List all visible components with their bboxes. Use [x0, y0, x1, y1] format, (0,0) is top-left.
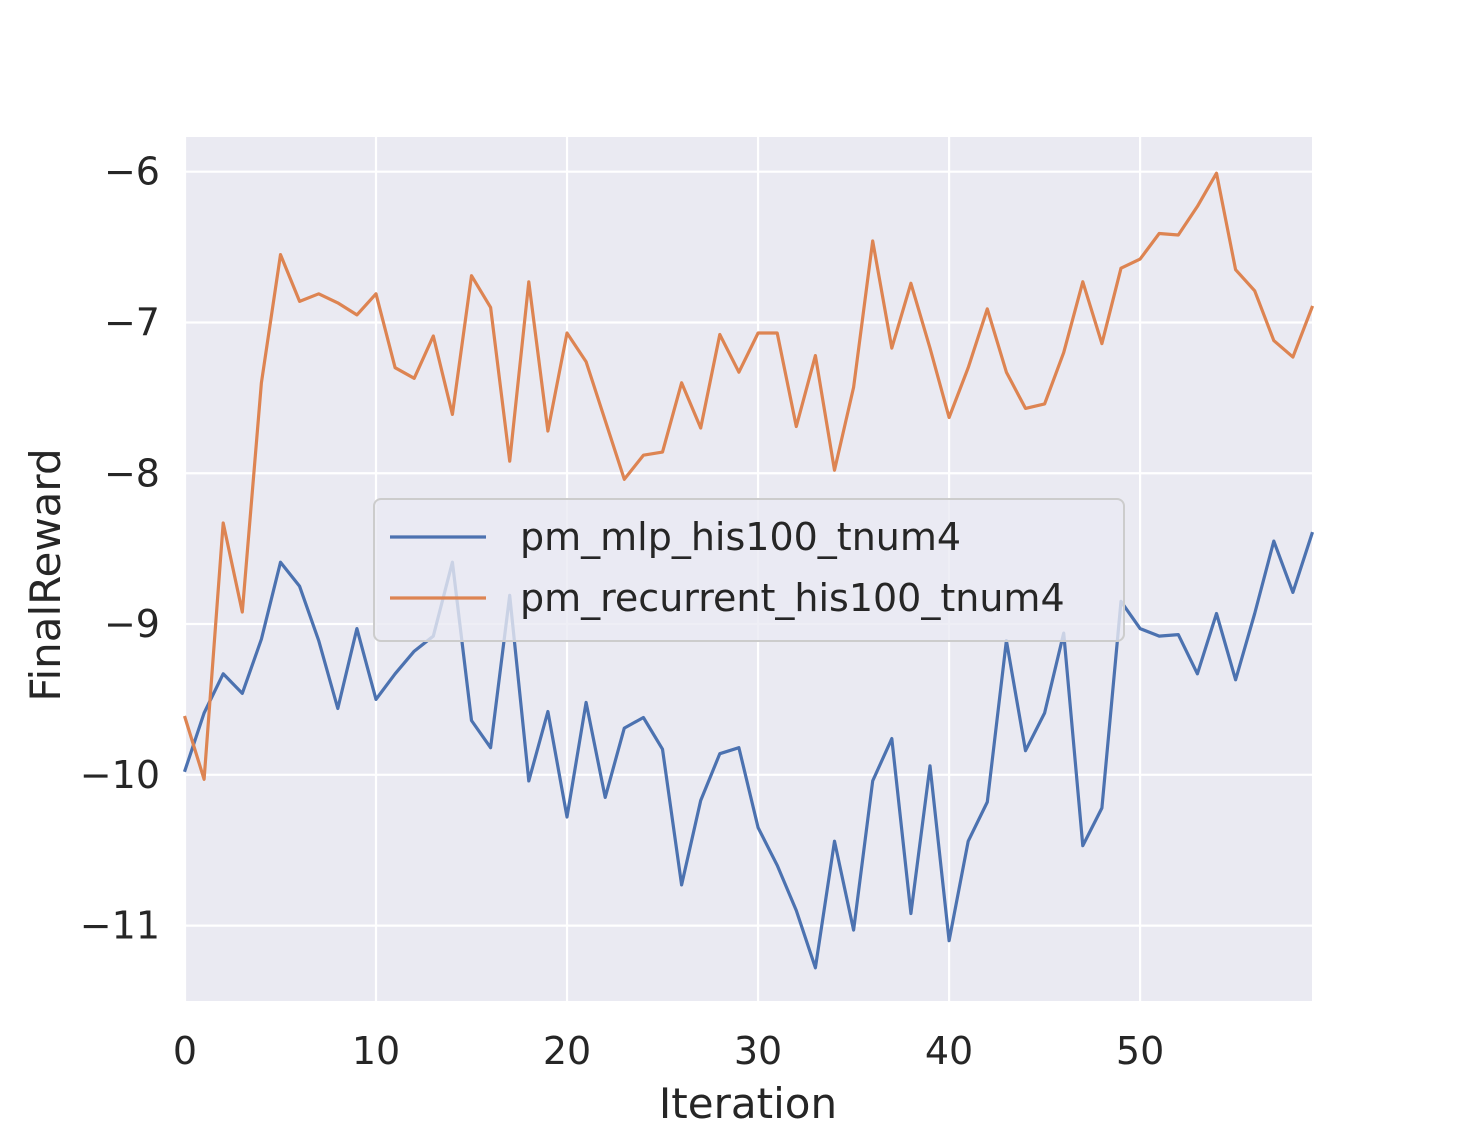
x-tick-label: 40 — [925, 1029, 973, 1073]
y-tick-label: −8 — [104, 451, 160, 495]
y-tick-labels: −6 −7 −8 −9 −10 −11 — [80, 150, 160, 948]
x-axis-label: Iteration — [659, 1079, 837, 1128]
x-tick-label: 10 — [352, 1029, 400, 1073]
legend-label: pm_recurrent_his100_tnum4 — [520, 576, 1065, 620]
y-tick-label: −11 — [80, 904, 160, 948]
legend-box — [373, 498, 1125, 642]
legend-label: pm_mlp_his100_tnum4 — [520, 515, 961, 559]
y-tick-label: −9 — [104, 602, 160, 646]
x-tick-label: 30 — [734, 1029, 782, 1073]
x-tick-label: 20 — [543, 1029, 591, 1073]
x-tick-label: 0 — [173, 1029, 197, 1073]
x-tick-label: 50 — [1116, 1029, 1164, 1073]
y-tick-label: −10 — [80, 753, 160, 797]
y-axis-label: FinalReward — [21, 448, 70, 701]
y-tick-label: −6 — [104, 150, 160, 194]
legend: pm_mlp_his100_tnum4 pm_recurrent_his100_t… — [373, 498, 1125, 642]
series-line-pm_recurrent_his100_tnum4 — [182, 171, 1315, 781]
y-tick-label: −7 — [104, 300, 160, 344]
x-tick-labels: 0 10 20 30 40 50 — [173, 1029, 1164, 1073]
